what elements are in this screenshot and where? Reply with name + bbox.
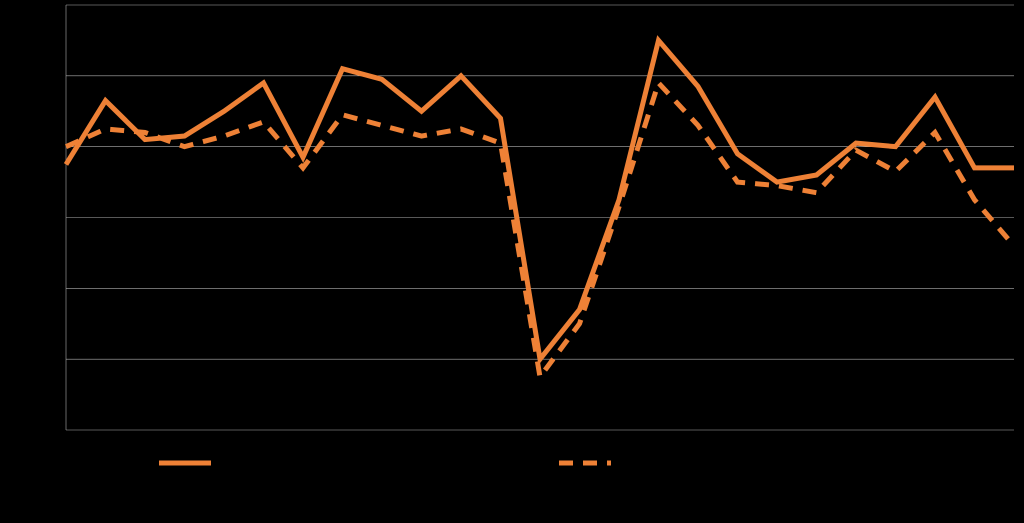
series-dashed bbox=[66, 83, 1014, 377]
chart-svg bbox=[0, 0, 1024, 523]
series-solid bbox=[66, 40, 1014, 359]
line-chart bbox=[0, 0, 1024, 523]
series-group bbox=[66, 40, 1014, 376]
